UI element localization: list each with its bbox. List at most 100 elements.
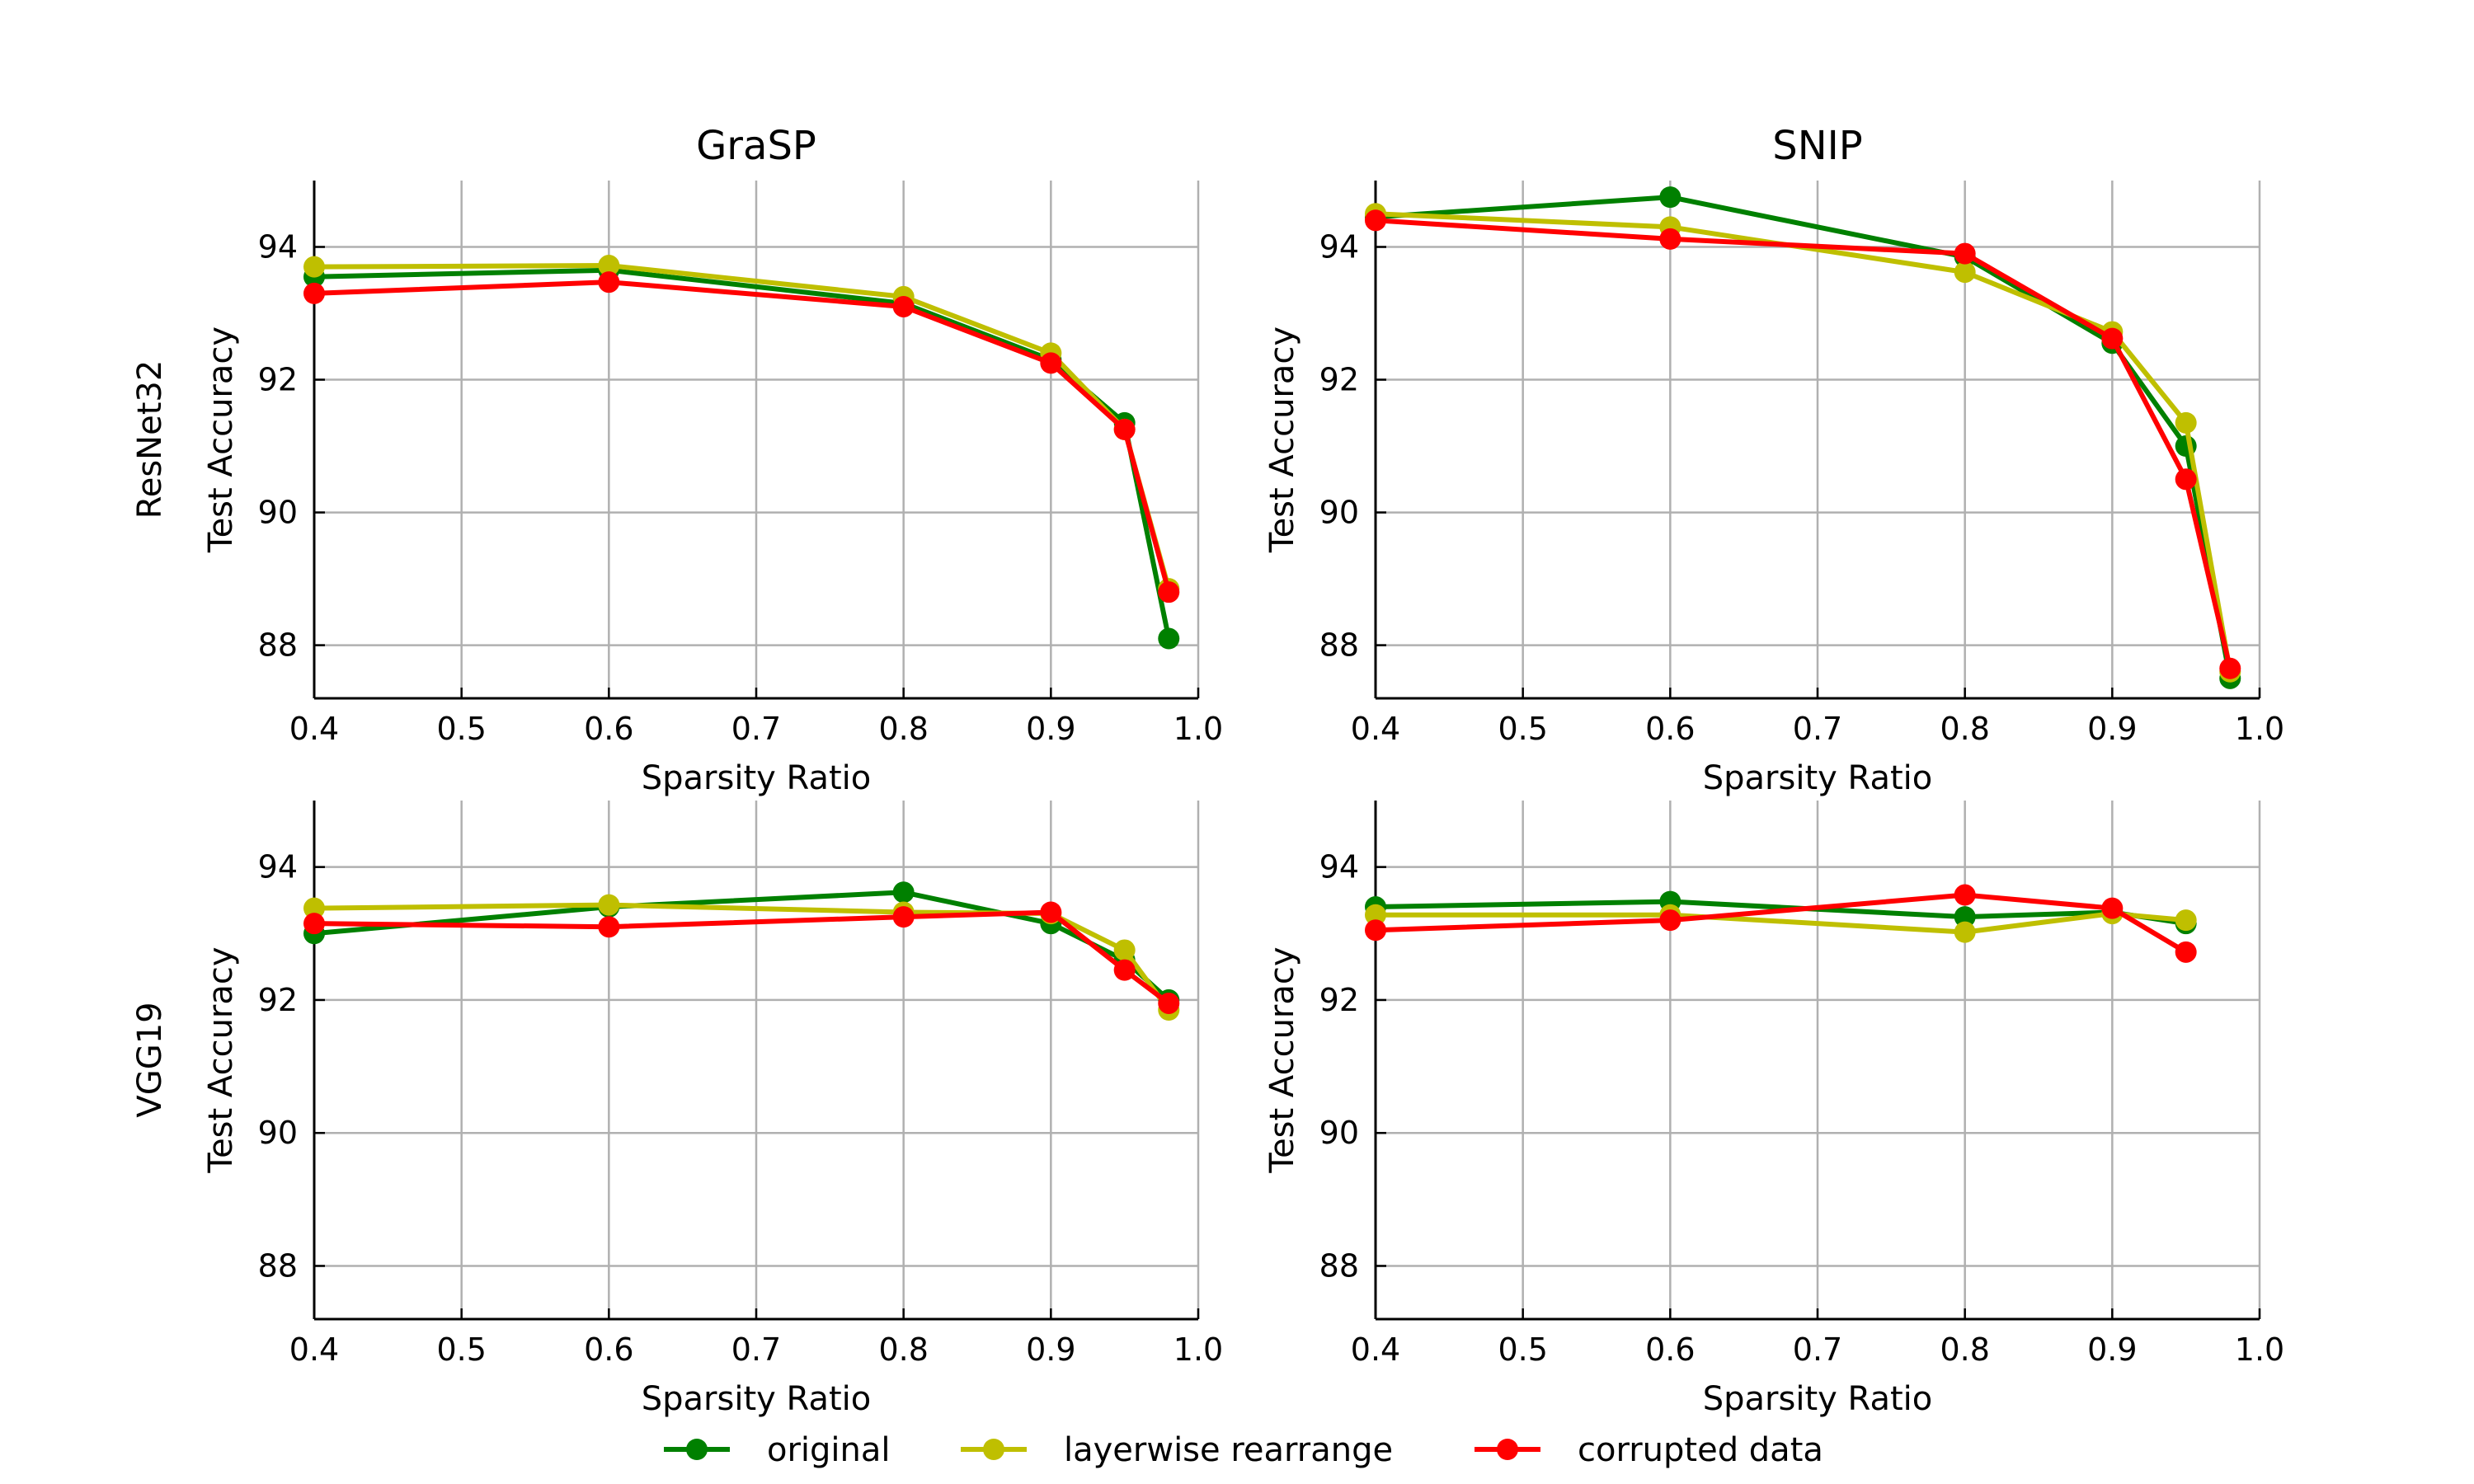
data-point (1659, 186, 1681, 209)
legend-label: corrupted data (1578, 1431, 1823, 1469)
row-label: VGG19 (131, 1002, 169, 1117)
data-point (1158, 581, 1180, 603)
data-point (1158, 627, 1180, 650)
x-tick-label: 0.4 (1351, 1331, 1400, 1368)
x-tick-label: 0.8 (1940, 711, 1989, 747)
x-tick-label: 0.4 (289, 1331, 339, 1368)
data-point (1954, 242, 1976, 265)
data-point (598, 894, 620, 916)
x-tick-label: 0.8 (878, 711, 928, 747)
y-tick-label: 92 (1319, 982, 1359, 1018)
data-point (1954, 261, 1976, 284)
x-tick-label: 0.7 (1793, 1331, 1842, 1368)
series-line-original (312, 267, 1172, 641)
data-point (1659, 228, 1681, 250)
panel-1: 0.4 0.5 0.6 0.7 0.8 0.9 1.0 88 90 92 94 Sparsity Ra… (131, 123, 1223, 797)
x-axis-label: Sparsity Ratio (642, 759, 871, 797)
data-point (1954, 906, 1976, 928)
x-axis-label: Sparsity Ratio (642, 1380, 871, 1418)
x-tick-label: 1.0 (1174, 1331, 1223, 1368)
data-point (303, 256, 325, 278)
data-point (1365, 919, 1386, 942)
data-point (303, 282, 325, 304)
data-point (2175, 468, 2197, 491)
legend: original layerwise rearrange corrupted dat… (664, 1431, 1823, 1469)
x-tick-label: 0.9 (1026, 711, 1075, 747)
legend-item: corrupted data (1475, 1431, 1823, 1469)
y-tick-label: 88 (1319, 1247, 1359, 1284)
data-point (2175, 941, 2197, 963)
y-tick-label: 90 (1319, 495, 1359, 531)
y-tick-label: 92 (1319, 362, 1359, 398)
data-point (1113, 939, 1136, 961)
series-line-layerwise-rearrange (1373, 911, 2189, 935)
x-tick-label: 1.0 (1174, 711, 1223, 747)
panel-title: SNIP (1772, 123, 1862, 169)
data-point (2175, 909, 2197, 932)
panel-3: 0.4 0.5 0.6 0.7 0.8 0.9 1.0 88 90 92 94 Sparsity Ra… (131, 801, 1223, 1418)
data-point (892, 295, 915, 317)
data-point (1113, 959, 1136, 981)
data-point (2219, 657, 2241, 679)
x-tick-label: 0.5 (1498, 711, 1547, 747)
data-point (1040, 901, 1062, 923)
y-tick-label: 90 (258, 495, 298, 531)
x-tick-label: 0.7 (731, 711, 781, 747)
data-point (1954, 921, 1976, 943)
panel-4: 0.4 0.5 0.6 0.7 0.8 0.9 1.0 88 90 92 94 Sparsity Ra… (1263, 801, 2284, 1418)
series-line-layerwise-rearrange (312, 263, 1172, 592)
x-tick-label: 0.6 (584, 711, 633, 747)
data-point (598, 916, 620, 938)
data-point (892, 906, 915, 928)
data-point (1040, 352, 1062, 374)
x-tick-label: 0.6 (1645, 711, 1695, 747)
x-tick-label: 0.7 (731, 1331, 781, 1368)
legend-marker (983, 1439, 1004, 1460)
row-label: ResNet32 (131, 360, 169, 519)
data-point (1365, 209, 1386, 232)
legend-item: original (664, 1431, 891, 1469)
panel-title: GraSP (696, 123, 816, 169)
data-point (2175, 411, 2197, 434)
y-tick-label: 90 (258, 1115, 298, 1151)
y-tick-label: 94 (258, 229, 298, 265)
y-axis-label: Test Accuracy (202, 946, 240, 1173)
legend-item: layerwise rearrange (961, 1431, 1393, 1469)
y-tick-label: 90 (1319, 1115, 1359, 1151)
x-tick-label: 0.9 (2087, 1331, 2137, 1368)
legend-marker (1497, 1439, 1518, 1460)
y-tick-label: 88 (1319, 627, 1359, 664)
y-tick-label: 92 (258, 362, 298, 398)
data-point (598, 255, 620, 277)
data-point (2101, 327, 2124, 350)
data-point (303, 897, 325, 919)
legend-label: layerwise rearrange (1064, 1431, 1393, 1469)
y-tick-label: 92 (258, 982, 298, 1018)
y-axis-label: Test Accuracy (1263, 326, 1301, 553)
x-tick-label: 0.4 (1351, 711, 1400, 747)
x-axis-label: Sparsity Ratio (1703, 1380, 1932, 1418)
x-tick-label: 0.9 (2087, 711, 2137, 747)
x-tick-label: 1.0 (2235, 711, 2284, 747)
panel-2: 0.4 0.5 0.6 0.7 0.8 0.9 1.0 88 90 92 94 Sparsity Ra… (1263, 123, 2284, 797)
x-tick-label: 0.4 (289, 711, 339, 747)
x-tick-label: 1.0 (2235, 1331, 2284, 1368)
data-point (598, 271, 620, 294)
x-tick-label: 0.5 (1498, 1331, 1547, 1368)
x-tick-label: 0.8 (1940, 1331, 1989, 1368)
series-line-corrupted-data (1373, 218, 2233, 671)
series-line-original (1373, 195, 2233, 681)
x-axis-label: Sparsity Ratio (1703, 759, 1932, 797)
series-line-corrupted-data (312, 279, 1172, 595)
y-axis-label: Test Accuracy (1263, 946, 1301, 1173)
x-tick-label: 0.8 (878, 1331, 928, 1368)
y-tick-label: 88 (258, 627, 298, 664)
data-point (1659, 909, 1681, 932)
data-point (1954, 884, 1976, 906)
data-point (2101, 897, 2124, 919)
x-tick-label: 0.7 (1793, 711, 1842, 747)
y-tick-label: 94 (258, 849, 298, 885)
data-point (303, 913, 325, 935)
x-tick-label: 0.5 (436, 1331, 486, 1368)
y-axis-label: Test Accuracy (202, 326, 240, 553)
